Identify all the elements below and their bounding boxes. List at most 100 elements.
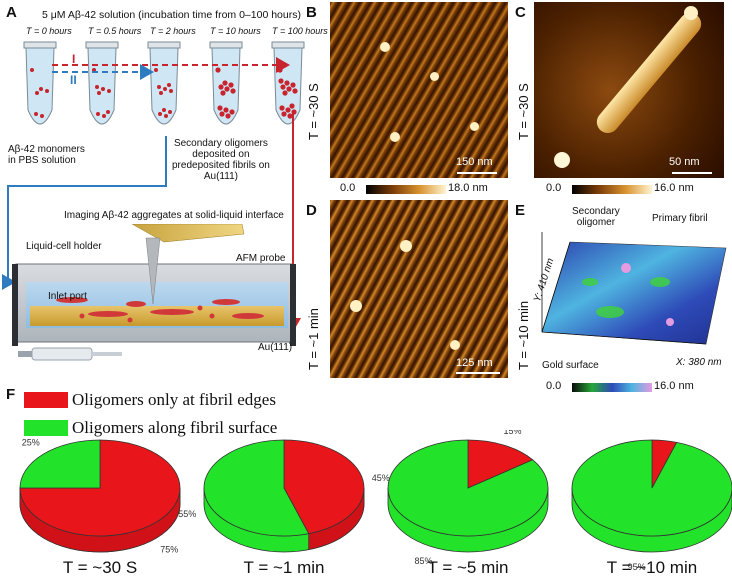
pie-time-label: T = ~30 S <box>63 558 137 577</box>
e-x-axis-label: X: 380 nm <box>676 357 722 368</box>
tube-particle <box>222 80 228 86</box>
pie-3: 5%95%T = ~10 min <box>571 439 732 577</box>
pie-percent-label: 95% <box>628 562 646 572</box>
t-label-e: T = ~10 min <box>516 300 531 370</box>
tube-0 <box>25 47 55 125</box>
tube-particle <box>280 84 286 90</box>
au111-label: Au(111) <box>258 342 293 353</box>
colorbar-b <box>366 185 446 194</box>
imaging-label: Imaging Aβ-42 aggregates at solid-liquid… <box>64 210 284 221</box>
pie-slice-surface <box>571 439 732 537</box>
panel-d-label: D <box>306 202 317 219</box>
tube-particle <box>45 89 49 93</box>
panel-b-label: B <box>306 4 317 21</box>
scale-label-b: 150 nm <box>456 156 493 168</box>
scale-label-d: 125 nm <box>456 357 493 369</box>
pie-time-label: T = ~1 min <box>244 558 325 577</box>
pie-slice-edges <box>467 439 534 489</box>
e-primary-fibril-label: Primary fibril <box>652 213 708 224</box>
tube-particle <box>281 111 287 117</box>
colorbar-e <box>572 383 652 392</box>
pie-1: 45% 55% T = ~1 min <box>178 439 390 577</box>
tube-cap-3 <box>209 41 243 49</box>
tube-label-4: T = 100 hours <box>272 26 328 36</box>
colorbar-b-min: 0.0 <box>340 182 356 194</box>
tube-1 <box>87 47 117 125</box>
tube-particle <box>228 82 234 88</box>
panel-c-label: C <box>515 4 526 21</box>
pie-slice-surface <box>203 439 310 537</box>
scalebar-d <box>456 372 500 374</box>
tube-cap-1 <box>85 41 119 49</box>
tube-particle <box>286 86 292 92</box>
t-label-b: T = ~30 S <box>306 83 321 140</box>
afm-image-d <box>330 200 508 378</box>
monomers-label: Aβ-42 monomers in PBS solution <box>8 144 85 166</box>
pie-time-label: T = ~5 min <box>428 558 509 577</box>
pie-percent-label: 85% <box>415 556 433 566</box>
legend-text-surface: Oligomers along fibril surface <box>72 418 278 437</box>
tube-particle <box>229 109 235 115</box>
tube-particle <box>279 105 285 111</box>
panel-e-label: E <box>515 202 526 219</box>
tube-cap-4 <box>271 41 305 49</box>
afm-probe-label: AFM probe <box>236 253 286 264</box>
tube-particle <box>34 112 38 116</box>
tube-label-0: T = 0 hours <box>26 26 72 36</box>
tube-particle <box>287 113 293 119</box>
route-red-label: I <box>72 52 76 66</box>
inlet-port-label: Inlet port <box>48 291 87 302</box>
afm-image-b <box>330 2 508 178</box>
tube-particle <box>101 87 105 91</box>
pie-slice-surface <box>19 439 101 489</box>
tube-particle <box>289 103 295 109</box>
scalebar-c <box>672 172 712 174</box>
panel-a-tubes-diagram <box>23 41 305 125</box>
tube-particle <box>163 87 167 91</box>
liquid-cell-holder-label: Liquid-cell holder <box>26 241 102 252</box>
tube-particle <box>97 91 101 95</box>
colorbar-b-max: 18.0 nm <box>448 182 488 194</box>
tube-particle <box>278 78 284 84</box>
tube-particle <box>224 86 230 92</box>
tube-particle <box>285 107 291 113</box>
colorbar-e-max: 16.0 nm <box>654 380 694 392</box>
scalebar-b <box>457 172 497 174</box>
panel-a-header: 5 μM Aβ-42 solution (incubation time fro… <box>42 9 301 21</box>
tube-particle <box>282 90 288 96</box>
tube-particle <box>225 113 231 119</box>
tube-cap-2 <box>147 41 181 49</box>
tube-particle <box>168 110 172 114</box>
tube-particle <box>284 80 290 86</box>
e-secondary-oligomer-label: Secondary oligomer <box>572 206 620 228</box>
tube-particle <box>218 84 224 90</box>
pie-slice-surface <box>387 439 549 537</box>
pie-percent-label: 25% <box>22 438 40 448</box>
tube-particle <box>167 83 171 87</box>
colorbar-c-max: 16.0 nm <box>654 182 694 194</box>
tube-particle <box>215 67 221 73</box>
tube-particle <box>39 87 43 91</box>
liquid-cell-illustration <box>12 224 296 361</box>
tube-particle <box>292 88 298 94</box>
tube-particle <box>96 112 100 116</box>
pie-2: 15% 85%T = ~5 min <box>387 430 549 577</box>
tube-particle <box>154 68 158 72</box>
afm-image-c <box>534 2 724 178</box>
tube-particle <box>290 82 296 88</box>
pie-percent-label: 45% <box>372 473 390 483</box>
tube-particle <box>157 85 161 89</box>
pie-percent-label: 75% <box>160 544 178 554</box>
secondary-oligomers-label: Secondary oligomers deposited on predepo… <box>172 138 270 182</box>
colorbar-e-min: 0.0 <box>546 380 562 392</box>
t-label-c: T = ~30 S <box>516 83 531 140</box>
tube-particle <box>106 110 110 114</box>
tube-particle <box>164 114 168 118</box>
tube-particle <box>158 112 162 116</box>
colorbar-c <box>572 185 652 194</box>
tube-particle <box>95 85 99 89</box>
tube-particle <box>162 108 166 112</box>
tube-particle <box>223 107 229 113</box>
afm-3d-surface-e <box>541 232 727 345</box>
